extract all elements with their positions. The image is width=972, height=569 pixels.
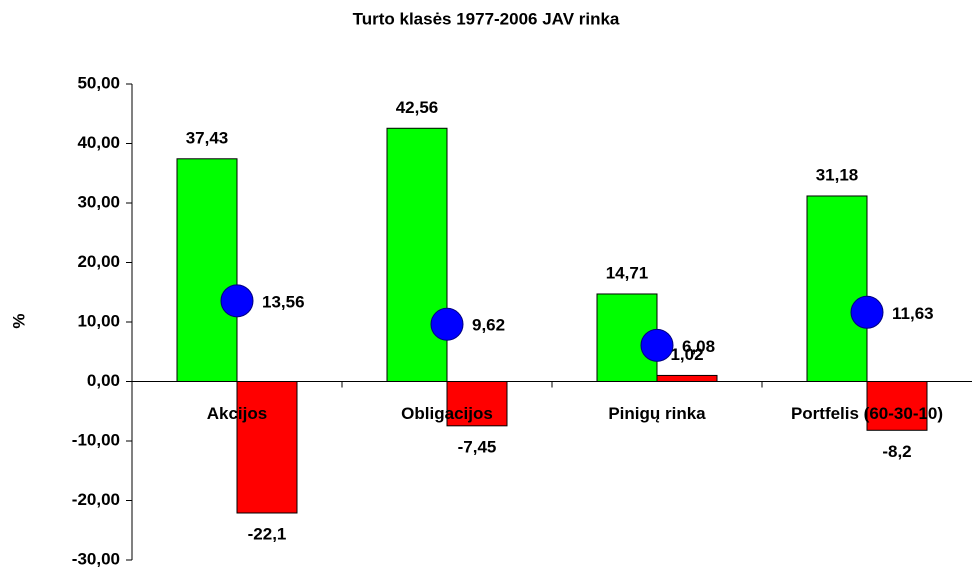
y-tick-label: 50,00	[77, 73, 120, 92]
bar	[386, 127, 448, 382]
data-label: -22,1	[248, 524, 287, 543]
bar	[806, 195, 868, 382]
data-label: 37,43	[186, 128, 229, 147]
bar	[446, 381, 508, 427]
chart-title: Turto klasės 1977-2006 JAV rinka	[353, 9, 620, 28]
bar	[656, 374, 718, 382]
y-tick-label: 10,00	[77, 311, 120, 330]
bar	[866, 381, 928, 431]
point	[640, 328, 674, 362]
data-label: 14,71	[606, 263, 649, 282]
data-label: 9,62	[472, 316, 505, 335]
data-label: 11,63	[892, 304, 934, 323]
x-tick-label: Portfelis (60-30-10)	[791, 404, 943, 423]
x-tick-label: Pinigų rinka	[608, 404, 706, 423]
data-label: 42,56	[396, 98, 439, 117]
bar	[176, 158, 238, 382]
point	[850, 295, 884, 329]
bar	[236, 381, 298, 514]
data-label: 31,18	[816, 165, 859, 184]
y-tick-label: 0,00	[87, 371, 120, 390]
point	[220, 284, 254, 318]
y-axis-label: %	[9, 313, 28, 328]
data-label: 1,02	[670, 345, 703, 364]
y-tick-label: 30,00	[77, 192, 120, 211]
point	[430, 307, 464, 341]
data-label: 13,56	[262, 292, 305, 311]
data-label: 6,08	[682, 337, 715, 356]
y-tick-label: 40,00	[77, 133, 120, 152]
y-tick-label: -20,00	[72, 490, 120, 509]
x-tick-label: Akcijos	[207, 404, 267, 423]
y-tick-label: 20,00	[77, 252, 120, 271]
data-label: -8,2	[882, 442, 911, 461]
data-label: -7,45	[458, 437, 497, 456]
y-tick-label: -30,00	[72, 549, 120, 568]
y-tick-label: -10,00	[72, 430, 120, 449]
x-tick-label: Obligacijos	[401, 404, 493, 423]
